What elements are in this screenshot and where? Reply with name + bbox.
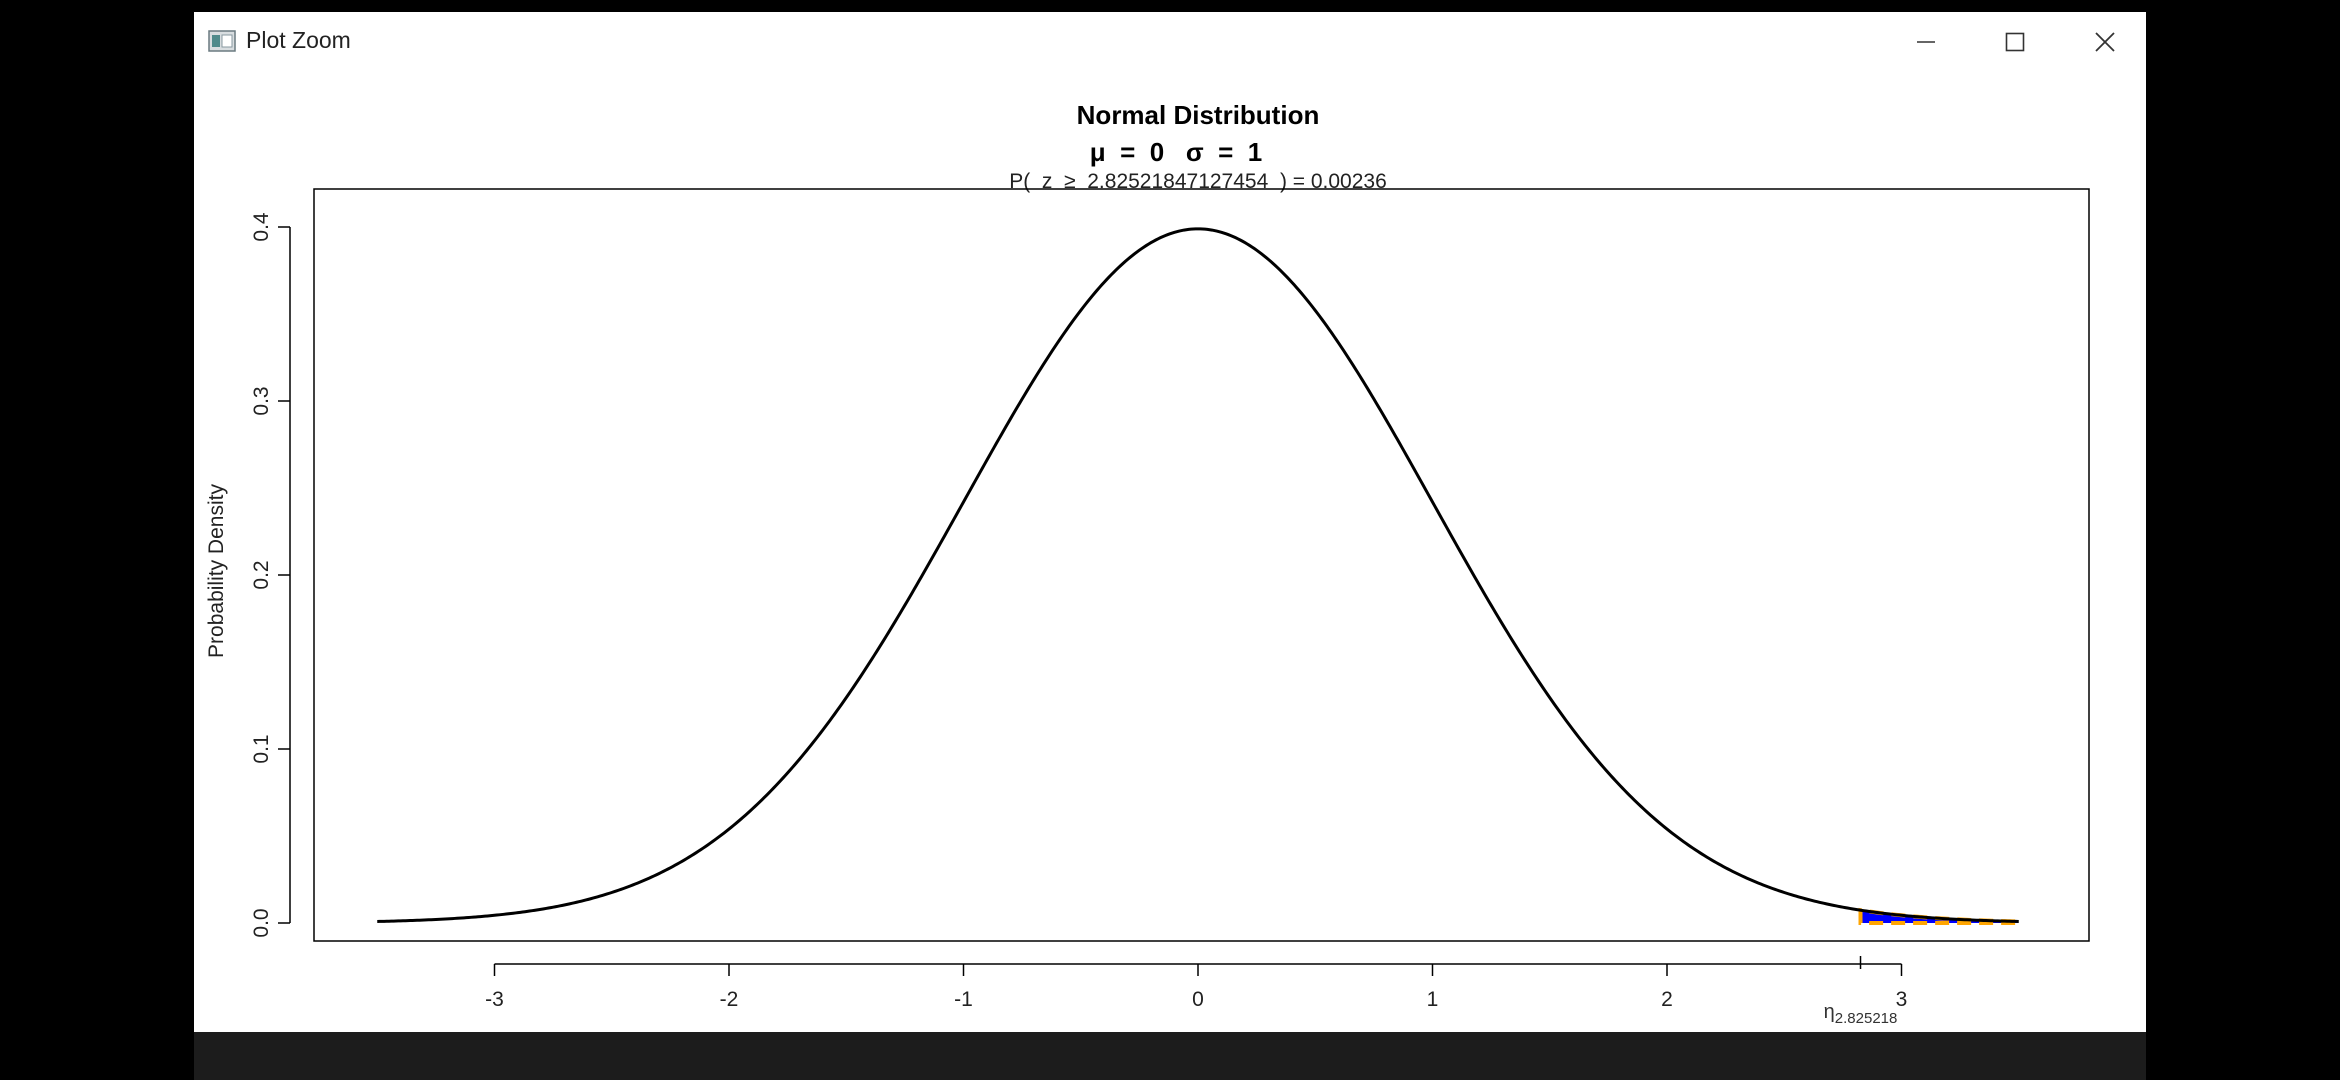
normal-distribution-plot: Normal Distribution μ = 0 σ = 1 P( z ≥ 2… — [205, 100, 2090, 1027]
x-tick-label: 3 — [1896, 988, 1908, 1011]
y-tick-label: 0.3 — [250, 386, 273, 415]
x-tick-label: 2 — [1661, 988, 1673, 1011]
title-bar: Plot Zoom — [194, 12, 2146, 68]
y-tick-label: 0.0 — [250, 908, 273, 937]
window-title: Plot Zoom — [246, 27, 351, 53]
marker-symbol: η — [1824, 1001, 1835, 1023]
y-axis: 0.0 0.1 0.2 0.3 0.4 — [250, 212, 291, 938]
close-icon — [2095, 32, 2115, 52]
maximize-icon — [2005, 32, 2025, 52]
x-tick-label: 0 — [1192, 988, 1204, 1011]
plot-zoom-window: Plot Zoom Normal Distribution μ = 0 σ = … — [194, 12, 2146, 1032]
app-icon — [208, 30, 236, 52]
minimize-button[interactable] — [1896, 20, 1956, 64]
taskbar-strip — [194, 1032, 2146, 1080]
x-tick-label: -2 — [720, 988, 739, 1011]
minimize-icon — [1917, 41, 1935, 43]
density-curve-layer — [377, 227, 2019, 923]
y-tick-label: 0.4 — [250, 212, 273, 242]
critical-value-marker: η2.825218 — [1824, 956, 1898, 1027]
marker-label: η2.825218 — [1824, 1001, 1898, 1027]
y-tick-label: 0.1 — [250, 734, 273, 763]
plot-area — [313, 188, 2090, 942]
x-tick-label: -1 — [954, 988, 973, 1011]
chart-title: Normal Distribution — [1077, 100, 1320, 130]
x-tick-label: -3 — [485, 988, 504, 1011]
y-tick-label: 0.2 — [250, 560, 273, 589]
x-axis: -3 -2 -1 0 1 2 3 — [485, 963, 1908, 1011]
probability-annotation: P( z ≥ 2.82521847127454 ) = 0.00236 — [1009, 170, 1387, 193]
maximize-button[interactable] — [1985, 20, 2045, 64]
chart-subtitle: μ = 0 σ = 1 — [1090, 137, 1262, 167]
marker-subscript: 2.825218 — [1835, 1010, 1898, 1027]
x-tick-label: 1 — [1427, 988, 1439, 1011]
y-axis-label: Probability Density — [205, 484, 228, 658]
close-button[interactable] — [2075, 20, 2135, 64]
density-curve — [377, 227, 2019, 923]
